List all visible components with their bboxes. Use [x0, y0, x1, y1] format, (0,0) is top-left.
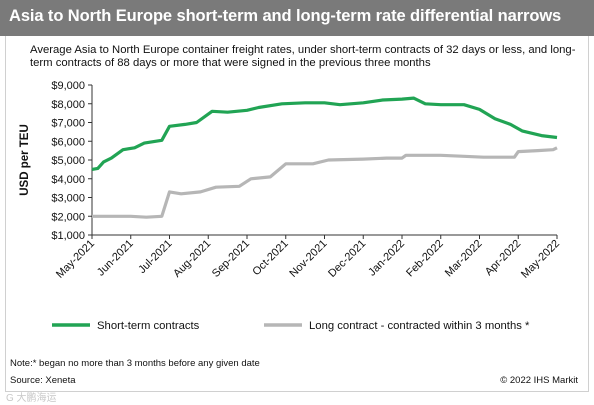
- chart-subtitle: Average Asia to North Europe container f…: [30, 44, 576, 69]
- y-axis-title: USD per TEU: [19, 124, 31, 196]
- chart-card: [5, 36, 589, 392]
- x-tick-label: Jan-2022: [366, 238, 407, 279]
- series-line-short-term: [91, 96, 558, 171]
- source-label: Source: Xeneta: [10, 375, 76, 386]
- y-tick-label: $3,000: [51, 193, 85, 205]
- x-tick-label: Sep-2021: [210, 238, 252, 280]
- watermark: G 大鹏海运: [6, 393, 57, 404]
- title-bar: Asia to North Europe short-term and long…: [0, 0, 594, 36]
- x-tick-label: Mar-2022: [443, 238, 485, 280]
- footnote: Note:* began no more than 3 months befor…: [10, 358, 260, 369]
- x-tick-label: May-2021: [54, 238, 97, 281]
- y-tick-label: $1,000: [51, 230, 85, 242]
- x-tick-label: Jun-2021: [95, 238, 136, 279]
- x-tick-label: Feb-2022: [404, 238, 446, 280]
- x-tick-label: Jul-2021: [136, 238, 174, 276]
- x-tick-label: Apr-2022: [483, 238, 523, 278]
- x-tick-label: Nov-2021: [287, 238, 329, 280]
- y-tick-label: $5,000: [51, 155, 85, 167]
- x-tick-label: Dec-2021: [326, 238, 368, 280]
- legend-label-long-term: Long contract - contracted within 3 mont…: [309, 320, 530, 332]
- x-tick-label: Oct-2021: [250, 238, 290, 278]
- y-tick-label: $8,000: [51, 99, 85, 111]
- x-tick-label: Aug-2021: [171, 238, 213, 280]
- chart-title: Asia to North Europe short-term and long…: [9, 7, 562, 25]
- x-tick-label: May-2022: [519, 238, 562, 281]
- y-tick-label: $7,000: [51, 118, 85, 130]
- copyright-label: © 2022 IHS Markit: [500, 375, 578, 386]
- legend-label-short-term: Short-term contracts: [97, 320, 200, 332]
- series-line-long-term: [92, 146, 558, 219]
- y-tick-label: $9,000: [51, 80, 85, 92]
- y-tick-label: $2,000: [51, 211, 85, 223]
- y-tick-label: $6,000: [51, 136, 85, 148]
- y-tick-label: $4,000: [51, 174, 85, 186]
